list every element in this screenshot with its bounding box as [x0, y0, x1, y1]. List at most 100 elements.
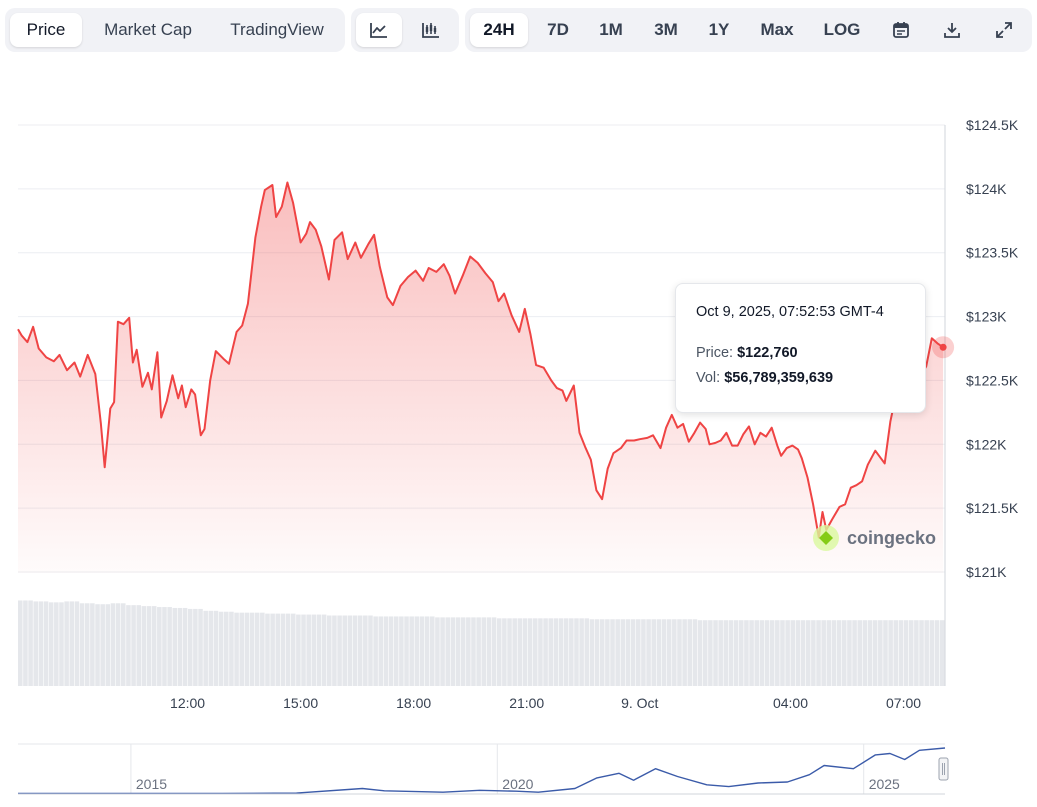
volume-bar — [28, 600, 33, 686]
price-tooltip: Oct 9, 2025, 07:52:53 GMT-4 Price: $122,… — [675, 283, 926, 413]
volume-bar — [769, 620, 775, 686]
volume-bar — [357, 615, 363, 686]
navigator-handle[interactable] — [938, 757, 949, 781]
volume-bar — [867, 620, 873, 686]
volume-bar — [929, 620, 935, 686]
volume-bar — [424, 616, 430, 686]
volume-bar — [229, 611, 234, 686]
volume-bar — [172, 607, 178, 686]
volume-bar — [702, 620, 708, 686]
candlestick-chart-button[interactable] — [408, 13, 454, 47]
volume-bar — [625, 619, 631, 686]
volume-bar — [151, 606, 157, 686]
volume-bar — [816, 620, 821, 686]
volume-bar — [404, 616, 409, 686]
tab-price[interactable]: Price — [10, 13, 82, 47]
volume-bar — [594, 619, 600, 686]
volume-bar — [48, 602, 54, 686]
x-tick-label: 07:00 — [886, 695, 921, 711]
volume-bar — [90, 603, 95, 686]
volume-bar — [651, 619, 656, 686]
y-tick-label: $122.5K — [966, 372, 1019, 388]
volume-bar — [254, 612, 260, 686]
volume-bar — [862, 620, 868, 686]
volume-bar — [162, 607, 167, 686]
volume-bar — [533, 618, 538, 686]
y-tick-label: $123K — [966, 309, 1007, 325]
volume-bar — [872, 620, 878, 686]
volume-bar — [260, 612, 265, 686]
range-1y[interactable]: 1Y — [708, 20, 730, 39]
volume-bar — [842, 620, 847, 686]
volume-bar — [306, 614, 311, 686]
volume-bar — [780, 620, 785, 686]
volume-bar — [450, 617, 456, 686]
range-3m[interactable]: 3M — [654, 20, 678, 39]
range-24h[interactable]: 24H — [470, 13, 528, 47]
volume-bar — [620, 619, 626, 686]
y-tick-label: $123.5K — [966, 245, 1019, 261]
tooltip-volume-value: $56,789,359,639 — [724, 370, 834, 386]
volume-bar — [708, 620, 713, 686]
download-button[interactable] — [930, 13, 974, 47]
volume-bar — [682, 619, 687, 686]
candlestick-chart-icon — [422, 23, 439, 38]
volume-bar — [234, 612, 239, 686]
volume-bar — [208, 610, 214, 686]
volume-bar — [847, 620, 852, 686]
x-tick-label: 04:00 — [773, 695, 808, 711]
x-tick-label: 18:00 — [396, 695, 431, 711]
volume-bar — [903, 620, 909, 686]
volume-bar — [110, 603, 116, 686]
volume-bar — [733, 620, 739, 686]
volume-bar — [790, 620, 796, 686]
line-chart-button[interactable] — [356, 13, 402, 47]
volume-bar — [661, 619, 667, 686]
y-tick-label: $124.5K — [966, 117, 1019, 133]
tab-market-cap[interactable]: Market Cap — [104, 20, 192, 39]
volume-bar — [79, 603, 85, 686]
volume-bar — [728, 620, 734, 686]
volume-bar — [656, 619, 662, 686]
volume-bar — [543, 618, 548, 686]
volume-bar — [800, 620, 806, 686]
price-chart[interactable]: $124.5K $124K $123.5K $123K $122.5K $122K $121… — [0, 60, 1037, 725]
volume-bar — [43, 601, 49, 686]
volume-bar — [378, 616, 384, 686]
volume-bar — [687, 619, 693, 686]
volume-bar — [285, 613, 291, 686]
volume-bar — [203, 610, 208, 686]
volume-bar — [59, 602, 64, 686]
volume-bar — [502, 618, 507, 686]
tooltip-price-value: $122,760 — [737, 345, 798, 361]
range-navigator[interactable]: 2015 2020 2025 — [0, 742, 1037, 802]
volume-bar — [811, 620, 816, 686]
tab-tradingview[interactable]: TradingView — [230, 20, 324, 39]
volume-bar — [574, 618, 579, 686]
volume-bar — [275, 613, 281, 686]
volume-bar — [610, 619, 615, 686]
range-7d[interactable]: 7D — [547, 20, 569, 39]
watermark-text: coingecko — [847, 528, 937, 548]
volume-bar — [512, 618, 517, 686]
volume-bar — [393, 616, 399, 686]
volume-bar — [589, 619, 595, 686]
price-area — [18, 182, 944, 573]
volume-bar — [646, 619, 651, 686]
volume-bar — [919, 620, 924, 686]
volume-bar — [615, 619, 620, 686]
volume-bar — [466, 617, 471, 686]
range-max[interactable]: Max — [760, 20, 794, 39]
expand-button[interactable] — [982, 13, 1026, 47]
calendar-button[interactable] — [879, 13, 923, 47]
volume-bar — [187, 608, 193, 686]
volume-bar — [38, 601, 44, 686]
volume-bar — [744, 620, 749, 686]
range-1m[interactable]: 1M — [599, 20, 623, 39]
tooltip-price-label: Price: — [696, 345, 734, 361]
log-toggle[interactable]: LOG — [823, 20, 861, 39]
volume-bar — [409, 616, 414, 686]
volume-bar — [579, 618, 584, 686]
volume-bar — [697, 620, 703, 686]
y-tick-label: $121K — [966, 564, 1007, 580]
